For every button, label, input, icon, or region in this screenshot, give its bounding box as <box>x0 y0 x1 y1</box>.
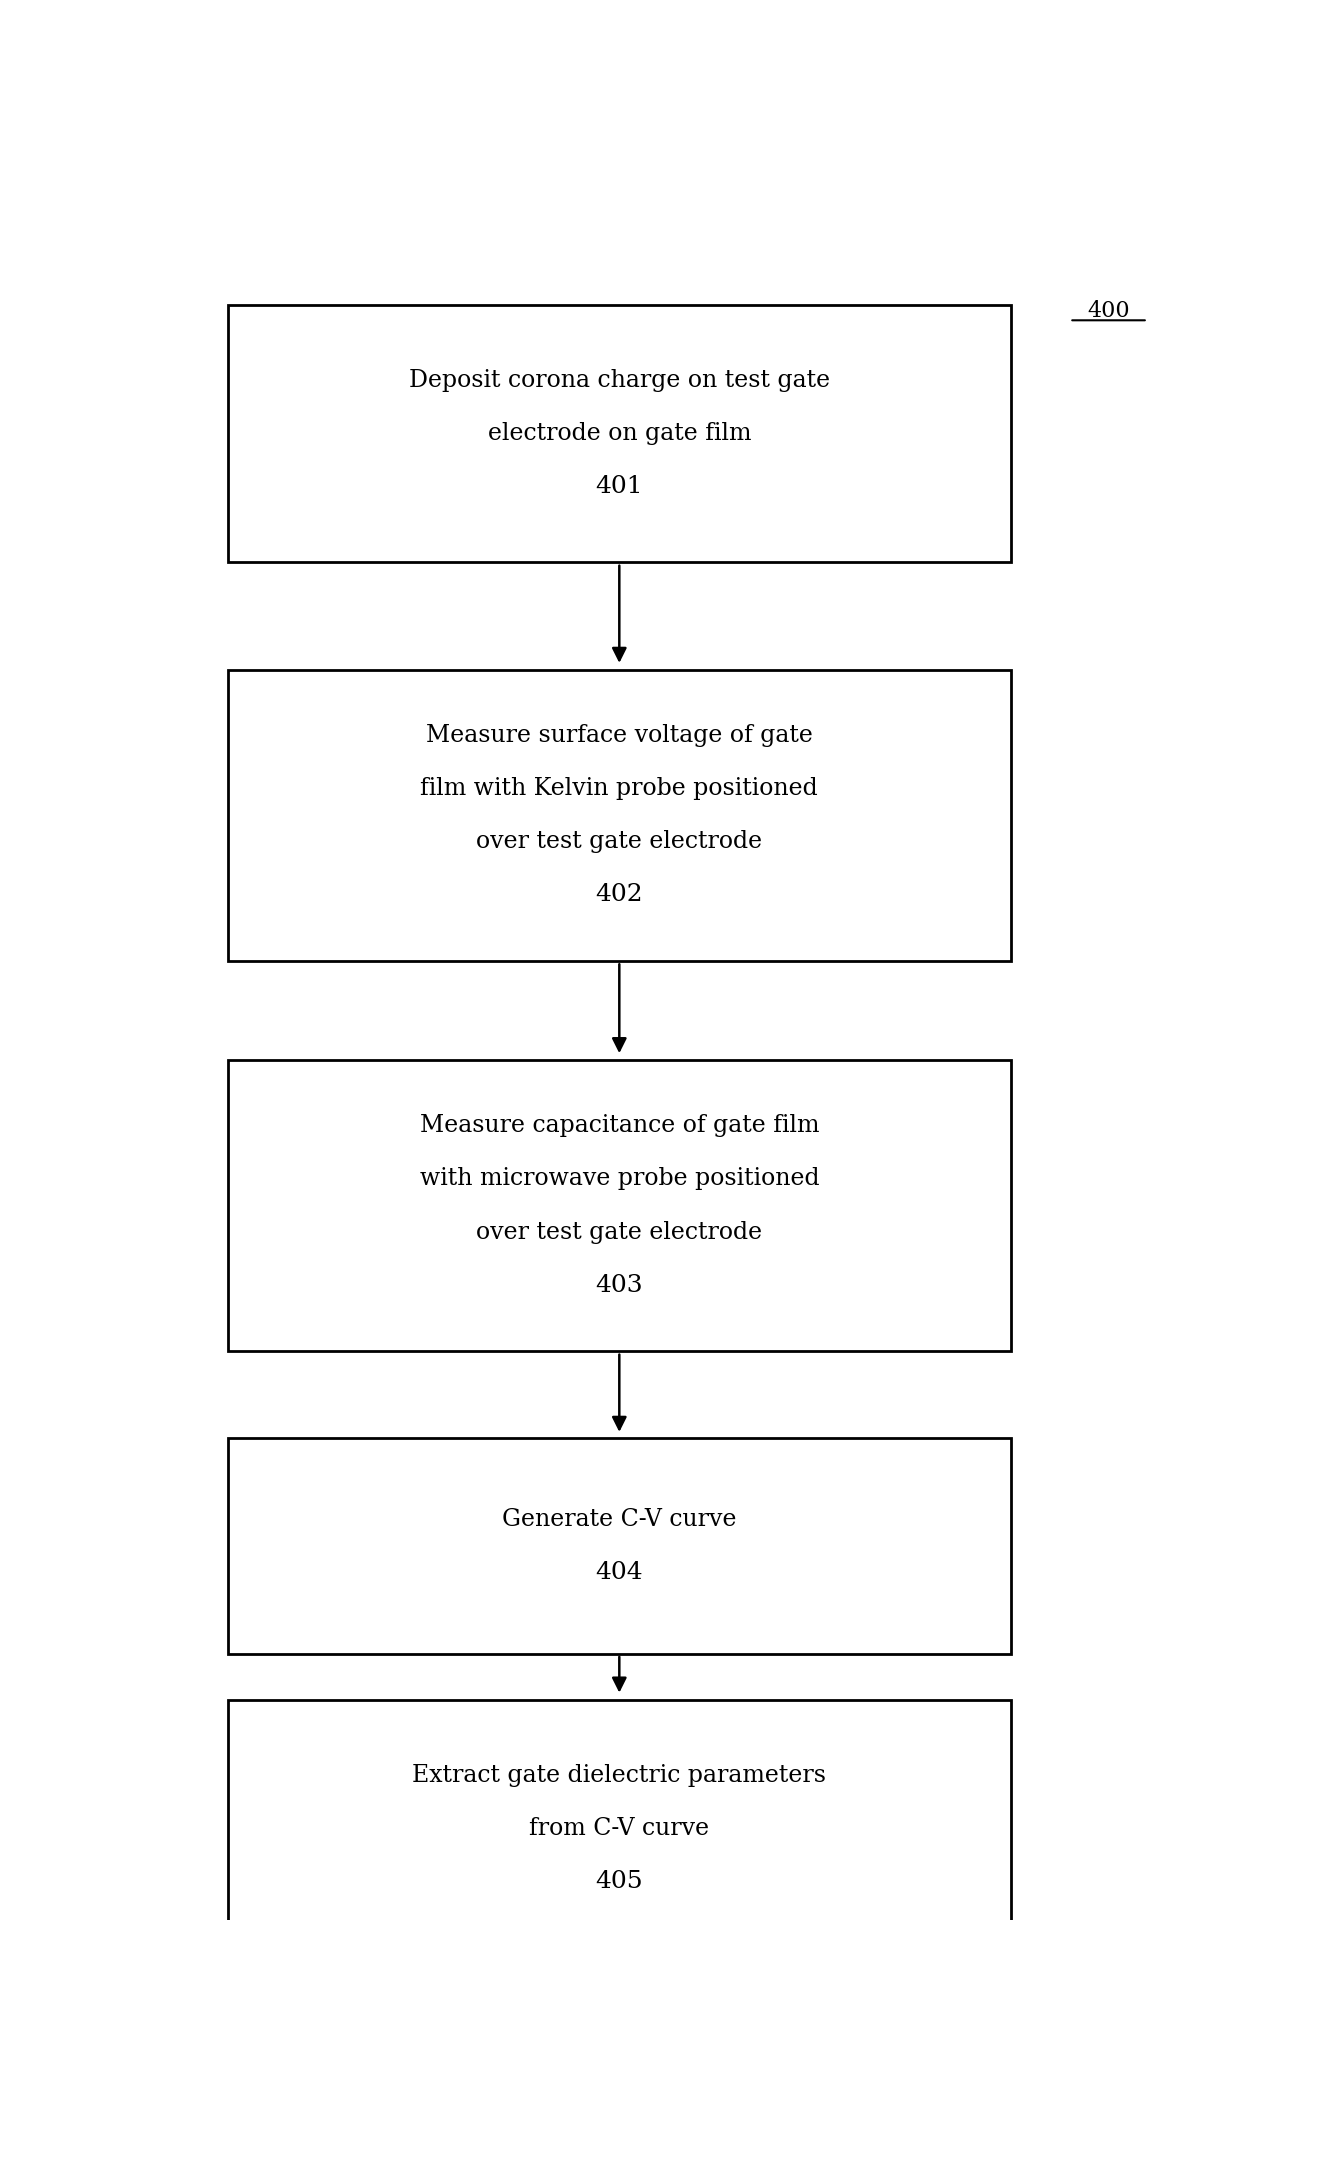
FancyBboxPatch shape <box>229 1061 1011 1350</box>
Text: film with Kelvin probe positioned: film with Kelvin probe positioned <box>420 777 819 800</box>
FancyBboxPatch shape <box>229 671 1011 960</box>
Text: Extract gate dielectric parameters: Extract gate dielectric parameters <box>412 1764 827 1786</box>
Text: electrode on gate film: electrode on gate film <box>488 423 751 444</box>
Text: Measure capacitance of gate film: Measure capacitance of gate film <box>420 1115 819 1137</box>
Text: 403: 403 <box>595 1275 643 1296</box>
Text: Measure surface voltage of gate: Measure surface voltage of gate <box>425 725 813 746</box>
Text: Deposit corona charge on test gate: Deposit corona charge on test gate <box>409 369 829 393</box>
FancyBboxPatch shape <box>229 304 1011 563</box>
Text: Generate C-V curve: Generate C-V curve <box>502 1508 736 1531</box>
Text: over test gate electrode: over test gate electrode <box>476 830 763 854</box>
FancyBboxPatch shape <box>229 1700 1011 1956</box>
Text: with microwave probe positioned: with microwave probe positioned <box>420 1167 819 1191</box>
Text: 402: 402 <box>595 884 643 906</box>
Text: 401: 401 <box>595 475 643 498</box>
Text: from C-V curve: from C-V curve <box>529 1816 710 1840</box>
FancyBboxPatch shape <box>229 1439 1011 1654</box>
Text: 404: 404 <box>595 1562 643 1583</box>
Text: 400: 400 <box>1087 300 1130 321</box>
Text: over test gate electrode: over test gate electrode <box>476 1221 763 1245</box>
Text: 405: 405 <box>595 1870 643 1894</box>
